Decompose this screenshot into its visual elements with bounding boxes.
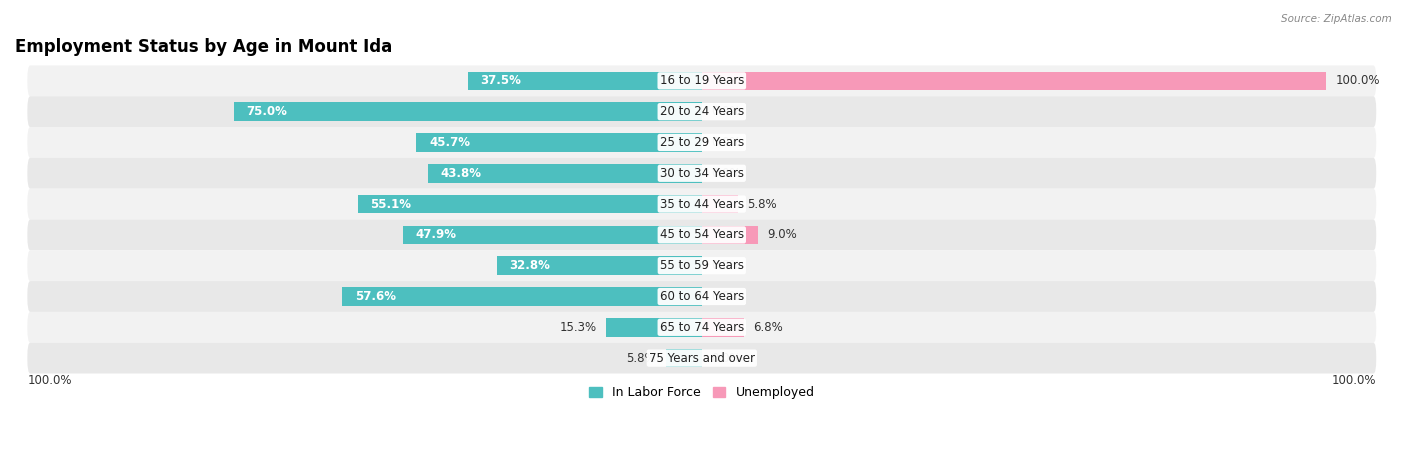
- Text: 5.8%: 5.8%: [748, 198, 778, 211]
- Bar: [416, 133, 702, 152]
- Text: 37.5%: 37.5%: [481, 74, 522, 87]
- Text: 30 to 34 Years: 30 to 34 Years: [659, 167, 744, 180]
- Text: 0.0%: 0.0%: [711, 167, 741, 180]
- Text: 0.0%: 0.0%: [711, 352, 741, 364]
- Text: Employment Status by Age in Mount Ida: Employment Status by Age in Mount Ida: [15, 37, 392, 55]
- Text: 75.0%: 75.0%: [246, 105, 287, 118]
- FancyBboxPatch shape: [27, 250, 1376, 281]
- Text: 6.8%: 6.8%: [754, 321, 783, 334]
- FancyBboxPatch shape: [27, 343, 1376, 373]
- Text: 20 to 24 Years: 20 to 24 Years: [659, 105, 744, 118]
- Text: 47.9%: 47.9%: [415, 228, 456, 241]
- Text: 57.6%: 57.6%: [354, 290, 395, 303]
- Text: 43.8%: 43.8%: [441, 167, 482, 180]
- Text: 75 Years and over: 75 Years and over: [648, 352, 755, 364]
- Text: 100.0%: 100.0%: [1331, 373, 1376, 387]
- Bar: [233, 102, 702, 121]
- Text: 9.0%: 9.0%: [768, 228, 797, 241]
- Bar: [496, 257, 702, 275]
- Bar: [702, 226, 758, 244]
- Text: 5.8%: 5.8%: [627, 352, 657, 364]
- Text: 25 to 29 Years: 25 to 29 Years: [659, 136, 744, 149]
- Text: Source: ZipAtlas.com: Source: ZipAtlas.com: [1281, 14, 1392, 23]
- Bar: [402, 226, 702, 244]
- FancyBboxPatch shape: [27, 158, 1376, 189]
- Bar: [342, 287, 702, 306]
- Text: 0.0%: 0.0%: [711, 290, 741, 303]
- Text: 15.3%: 15.3%: [560, 321, 598, 334]
- Text: 55.1%: 55.1%: [370, 198, 412, 211]
- Text: 0.0%: 0.0%: [711, 259, 741, 272]
- Text: 55 to 59 Years: 55 to 59 Years: [659, 259, 744, 272]
- FancyBboxPatch shape: [27, 127, 1376, 158]
- Legend: In Labor Force, Unemployed: In Labor Force, Unemployed: [583, 381, 820, 404]
- FancyBboxPatch shape: [27, 220, 1376, 250]
- Text: 45.7%: 45.7%: [429, 136, 470, 149]
- Bar: [702, 195, 738, 213]
- Text: 0.0%: 0.0%: [711, 136, 741, 149]
- Bar: [357, 195, 702, 213]
- Text: 35 to 44 Years: 35 to 44 Years: [659, 198, 744, 211]
- Bar: [665, 349, 702, 368]
- FancyBboxPatch shape: [27, 312, 1376, 343]
- Text: 100.0%: 100.0%: [1336, 74, 1381, 87]
- Text: 0.0%: 0.0%: [711, 105, 741, 118]
- Bar: [702, 72, 1326, 90]
- Text: 65 to 74 Years: 65 to 74 Years: [659, 321, 744, 334]
- Bar: [429, 164, 702, 183]
- FancyBboxPatch shape: [27, 65, 1376, 96]
- FancyBboxPatch shape: [27, 281, 1376, 312]
- Text: 60 to 64 Years: 60 to 64 Years: [659, 290, 744, 303]
- FancyBboxPatch shape: [27, 96, 1376, 127]
- Bar: [468, 72, 702, 90]
- Text: 45 to 54 Years: 45 to 54 Years: [659, 228, 744, 241]
- Bar: [606, 318, 702, 336]
- Bar: [702, 318, 744, 336]
- Text: 16 to 19 Years: 16 to 19 Years: [659, 74, 744, 87]
- FancyBboxPatch shape: [27, 189, 1376, 220]
- Text: 100.0%: 100.0%: [28, 373, 72, 387]
- Text: 32.8%: 32.8%: [509, 259, 550, 272]
